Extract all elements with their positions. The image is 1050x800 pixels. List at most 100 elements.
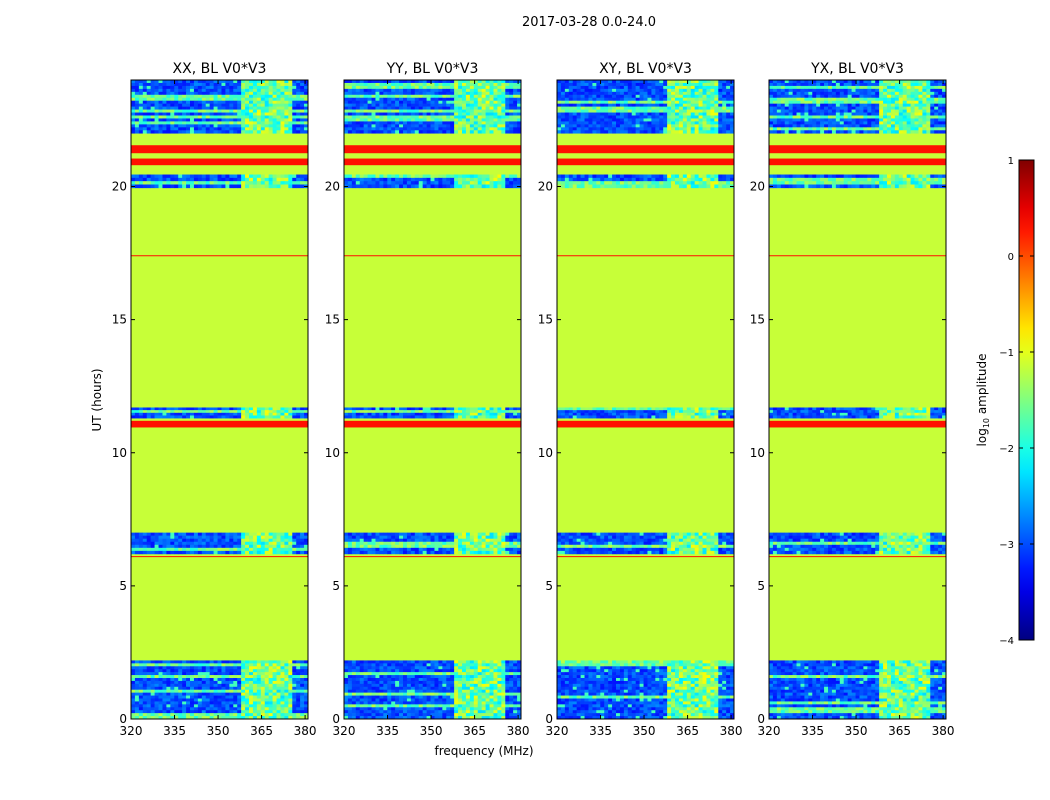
heatmap-cell (186, 97, 191, 102)
heatmap-cell (505, 412, 510, 416)
heatmap-cell (450, 174, 455, 179)
heatmap-cell (395, 675, 400, 679)
heatmap-cell (193, 535, 199, 540)
heatmap-cell (473, 85, 479, 90)
heatmap-cell (387, 124, 392, 128)
heatmap-cell (395, 100, 400, 104)
heatmap-cell (403, 118, 408, 122)
heatmap-cell (201, 666, 207, 670)
heatmap-cell (473, 666, 479, 670)
heatmap-cell (422, 713, 427, 717)
heatmap-cell (497, 660, 502, 664)
heatmap-cell (422, 106, 427, 110)
heatmap-cell (501, 701, 506, 705)
heatmap-cell (477, 538, 482, 543)
heatmap-cell (391, 680, 396, 685)
heatmap-cell (166, 184, 171, 189)
heatmap-cell (426, 124, 431, 128)
heatmap-cell (150, 532, 155, 536)
heatmap-cell (493, 538, 498, 543)
heatmap-cell (146, 672, 151, 676)
heatmap-cell (580, 663, 585, 667)
heatmap-cell (391, 677, 396, 682)
heatmap-cell (465, 550, 471, 555)
heatmap-cell (410, 121, 416, 125)
heatmap-cell (229, 121, 234, 125)
heatmap-cell (375, 689, 380, 693)
heatmap-cell (174, 174, 179, 179)
heatmap-cell (718, 663, 723, 667)
heatmap-cell (166, 686, 171, 691)
heatmap-cell (142, 695, 148, 699)
heatmap-cell (146, 713, 151, 717)
heatmap-cell (166, 112, 171, 116)
heatmap-cell (450, 710, 455, 714)
heatmap-cell (162, 88, 167, 93)
heatmap-cell (272, 412, 277, 416)
heatmap-cell (513, 97, 518, 102)
heatmap-cell (260, 109, 266, 113)
heatmap-cell (241, 91, 246, 96)
heatmap-cell (367, 181, 372, 185)
heatmap-cell (414, 669, 420, 673)
heatmap-cell (355, 541, 361, 546)
heatmap-cell (643, 660, 648, 664)
heatmap-cell (205, 410, 210, 414)
heatmap-cell (557, 669, 562, 673)
heatmap-cell (418, 669, 423, 673)
heatmap-cell (359, 109, 364, 113)
heatmap-cell (493, 181, 498, 185)
heatmap-cell (201, 130, 207, 134)
heatmap-cell (205, 130, 210, 134)
heatmap-cell (229, 550, 234, 555)
heatmap-cell (383, 698, 388, 702)
heatmap-cell (367, 94, 372, 99)
heatmap-cell (410, 97, 416, 102)
heatmap-cell (174, 704, 179, 708)
heatmap-cell (426, 412, 431, 416)
heatmap-cell (584, 669, 589, 673)
heatmap-cell (213, 550, 218, 555)
heatmap-cell (178, 127, 183, 131)
heatmap-cell (371, 82, 376, 87)
heatmap-cell (351, 663, 357, 667)
heatmap-cell (592, 660, 597, 664)
heatmap-cell (229, 701, 234, 705)
heatmap-cell (714, 663, 719, 667)
heatmap-cell (399, 106, 404, 110)
heatmap-cell (702, 663, 707, 667)
heatmap-cell (146, 412, 151, 416)
heatmap-cell (146, 100, 151, 104)
heatmap-cell (438, 112, 443, 116)
heatmap-cell (264, 672, 269, 676)
heatmap-cell (438, 410, 443, 414)
heatmap-cell (225, 121, 230, 125)
heatmap-cell (363, 707, 368, 711)
heatmap-cell (682, 663, 688, 667)
heatmap-cell (446, 100, 451, 104)
heatmap-cell (162, 103, 167, 107)
heatmap-cell (422, 689, 427, 693)
heatmap-cell (158, 713, 163, 717)
heatmap-cell (142, 97, 148, 102)
heatmap-cell (217, 541, 222, 546)
heatmap-cell (142, 677, 148, 682)
heatmap-cell (249, 115, 254, 119)
heatmap-cell (473, 675, 479, 679)
heatmap-cell (154, 666, 159, 670)
heatmap-cell (371, 115, 376, 119)
heatmap-cell (170, 707, 175, 711)
heatmap-cell (344, 680, 349, 685)
heatmap-cell (296, 412, 301, 416)
heatmap-cell (418, 88, 423, 93)
heatmap-cell (462, 100, 467, 104)
heatmap-cell (509, 181, 514, 185)
heatmap-cell (501, 680, 506, 685)
heatmap-cell (284, 669, 289, 673)
heatmap-cell (434, 121, 439, 125)
heatmap-cell (221, 121, 226, 125)
heatmap-cell (186, 412, 191, 416)
heatmap-cell (481, 106, 486, 110)
heatmap-cell (422, 704, 427, 708)
heatmap-cell (509, 130, 514, 134)
